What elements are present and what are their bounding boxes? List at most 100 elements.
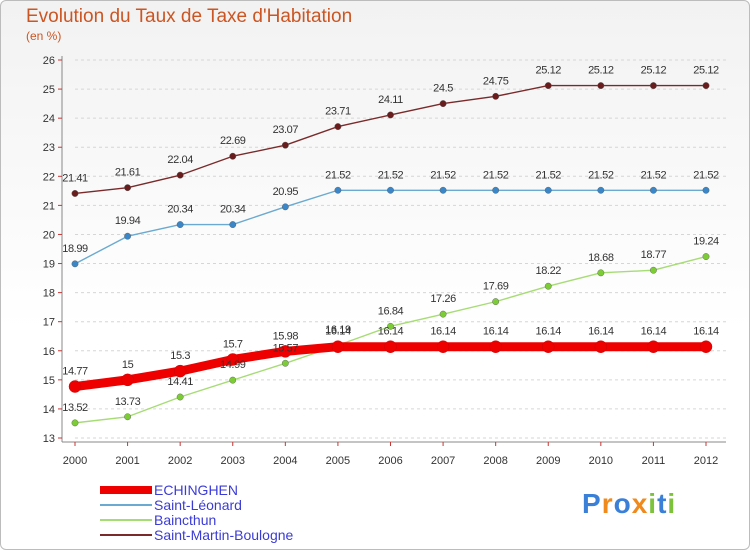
x-tick-label: 2001 [115,455,139,467]
data-point [71,190,79,197]
data-point [597,186,605,194]
legend-label: Baincthun [154,512,217,528]
data-label: 25.12 [535,65,561,77]
x-tick-label: 2006 [378,455,402,467]
legend-label: Saint-Léonard [154,497,242,513]
data-point [121,373,134,387]
data-label: 20.95 [273,186,299,198]
data-label: 15.7 [223,338,243,350]
data-label: 21.52 [430,169,456,181]
data-label: 25.12 [693,65,719,77]
data-point [173,364,187,378]
data-label: 16.14 [483,326,509,338]
data-label: 20.34 [220,204,246,216]
data-point [229,221,237,228]
data-point [492,298,500,306]
data-point [71,260,79,268]
data-point [176,393,184,401]
data-point [439,310,447,318]
data-point [331,340,345,353]
data-point [68,380,82,393]
x-tick-label: 2004 [273,455,297,467]
data-label: 21.52 [693,169,719,181]
data-point [387,322,394,330]
data-label: 25.12 [588,65,614,77]
data-point [647,340,660,353]
x-tick-label: 2009 [536,455,560,467]
data-point [702,82,710,89]
data-point [279,345,292,358]
data-label: 16.14 [693,326,719,338]
legend-label: Saint-Martin-Boulogne [154,527,294,543]
data-point [229,152,237,160]
data-point [334,186,342,194]
series-line [74,255,707,424]
data-label: 19.24 [693,236,719,248]
data-label: 17.26 [430,293,456,305]
data-label: 14.99 [220,359,246,371]
data-point [124,232,131,240]
data-point [489,340,502,353]
data-label: 19.94 [115,215,141,227]
data-label: 18.22 [535,265,561,277]
data-label: 21.52 [641,169,667,181]
data-point [702,186,710,194]
data-label: 21.61 [115,167,141,179]
data-label: 23.07 [273,124,299,136]
y-tick-label: 22 [43,171,55,183]
data-label: 24.75 [483,75,509,87]
data-label: 21.52 [483,169,509,181]
data-label: 21.52 [378,169,404,181]
x-tick-label: 2010 [589,455,613,467]
y-tick-label: 17 [43,317,55,329]
data-point [439,186,447,194]
data-point [436,340,450,353]
y-tick-label: 14 [43,404,55,416]
data-label: 15 [122,359,134,371]
y-tick-label: 15 [43,375,55,387]
y-tick-label: 26 [43,55,55,67]
data-point [650,82,657,89]
data-label: 21.52 [588,169,614,181]
data-label: 25.12 [641,65,667,77]
data-point [281,359,289,367]
data-point [334,123,342,130]
data-point [387,111,394,119]
x-tick-label: 2002 [168,455,192,467]
data-label: 16.14 [430,326,456,338]
data-point [597,82,605,89]
data-point [650,186,657,194]
data-point [542,340,555,353]
x-tick-label: 2000 [63,455,87,467]
data-point [281,203,289,211]
data-label: 23.71 [325,106,351,118]
data-label: 16.14 [535,326,561,338]
data-label: 14.77 [62,366,88,378]
x-tick-label: 2011 [642,455,666,467]
legend-swatch [100,486,152,494]
data-point [71,419,79,427]
y-tick-label: 19 [43,259,55,271]
data-label: 13.52 [62,402,88,414]
x-tick-label: 2003 [221,455,245,467]
data-label: 21.52 [535,169,561,181]
data-label: 16.14 [641,326,667,338]
data-point [439,100,447,108]
data-label: 18.77 [641,249,667,261]
data-label: 21.41 [62,172,88,184]
data-label: 18.68 [588,252,614,264]
data-label: 16.84 [378,305,404,317]
data-point [492,92,500,100]
data-label: 16.19 [325,324,351,336]
y-tick-label: 18 [43,288,55,300]
data-point [702,253,710,260]
data-label: 16.14 [378,326,404,338]
y-tick-label: 23 [43,142,55,154]
legend-swatch [100,534,152,536]
data-point [544,282,552,290]
data-point [226,353,239,366]
data-label: 24.5 [433,83,453,95]
chart-title: Evolution du Taux de Taxe d'Habitation [26,6,353,27]
